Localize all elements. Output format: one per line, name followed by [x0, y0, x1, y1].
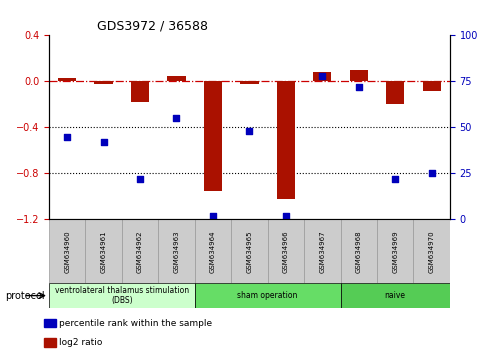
Bar: [231, 219, 267, 283]
Text: GSM634970: GSM634970: [428, 230, 434, 273]
Text: log2 ratio: log2 ratio: [59, 338, 102, 347]
Bar: [386, 81, 404, 104]
Bar: [49, 283, 194, 308]
Bar: [422, 81, 440, 91]
Bar: [304, 219, 340, 283]
Point: [282, 213, 289, 219]
Text: protocol: protocol: [5, 291, 44, 301]
Point: [354, 84, 362, 90]
Text: GSM634969: GSM634969: [391, 230, 397, 273]
Text: GSM634963: GSM634963: [173, 230, 179, 273]
Text: GSM634966: GSM634966: [282, 230, 288, 273]
Point: [100, 139, 107, 145]
Bar: [276, 81, 294, 199]
Bar: [240, 81, 258, 84]
Text: ventrolateral thalamus stimulation
(DBS): ventrolateral thalamus stimulation (DBS): [55, 286, 188, 305]
Point: [63, 134, 71, 139]
Bar: [58, 78, 76, 81]
Text: GSM634961: GSM634961: [101, 230, 106, 273]
Point: [208, 213, 216, 219]
Bar: [340, 219, 376, 283]
Point: [245, 128, 253, 134]
Bar: [312, 72, 331, 81]
Text: percentile rank within the sample: percentile rank within the sample: [59, 319, 211, 328]
Text: naive: naive: [384, 291, 405, 300]
Bar: [94, 81, 112, 84]
Text: GSM634967: GSM634967: [319, 230, 325, 273]
Bar: [349, 70, 367, 81]
Text: GDS3972 / 36588: GDS3972 / 36588: [97, 20, 207, 33]
Text: GSM634965: GSM634965: [246, 230, 252, 273]
Bar: [131, 81, 149, 102]
Point: [427, 171, 435, 176]
Bar: [340, 283, 449, 308]
Text: GSM634962: GSM634962: [137, 230, 142, 273]
Bar: [194, 219, 231, 283]
Text: sham operation: sham operation: [237, 291, 297, 300]
Bar: [267, 219, 304, 283]
Bar: [122, 219, 158, 283]
Bar: [158, 219, 194, 283]
Bar: [376, 219, 412, 283]
Bar: [85, 219, 122, 283]
Point: [172, 115, 180, 121]
Bar: [194, 283, 340, 308]
Bar: [49, 219, 85, 283]
Point: [390, 176, 398, 182]
Bar: [412, 219, 449, 283]
Point: [136, 176, 143, 182]
Text: GSM634968: GSM634968: [355, 230, 361, 273]
Point: [318, 73, 325, 79]
Bar: [203, 81, 222, 191]
Bar: [167, 76, 185, 81]
Text: GSM634960: GSM634960: [64, 230, 70, 273]
Text: GSM634964: GSM634964: [209, 230, 216, 273]
